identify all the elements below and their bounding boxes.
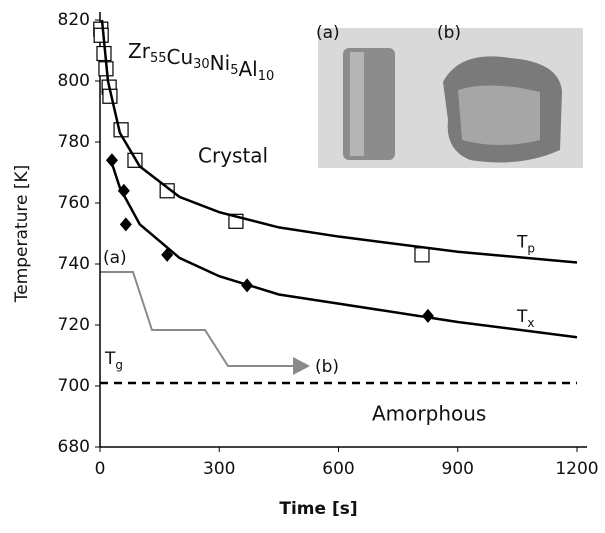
path-arrow [100, 272, 295, 366]
y-tick-label: 780 [58, 132, 90, 152]
element: Zr [128, 39, 151, 63]
chart: 680 700 720 740 760 780 800 820 0 300 600 900 1200 Ti… [0, 0, 605, 533]
curve-label-main: T [516, 307, 528, 327]
element-subscript: 55 [150, 51, 167, 66]
curve-label-sub: p [527, 241, 535, 255]
fit-curve [110, 157, 577, 337]
tx-point [120, 217, 132, 231]
element: Al [238, 57, 257, 81]
path-label: (a) [103, 248, 127, 268]
x-axis-label: Time [s] [279, 499, 357, 519]
y-tick-label: 820 [58, 10, 90, 30]
inset-label: (b) [437, 23, 461, 43]
region-label: Amorphous [372, 402, 486, 426]
y-tick-label: 720 [58, 315, 90, 335]
curve-label: Tx [516, 307, 535, 330]
tg-label-sub: g [115, 357, 123, 371]
element-subscript: 5 [230, 63, 238, 78]
y-axis-label: Temperature [K] [12, 165, 32, 304]
curve-label: Tp [516, 232, 535, 255]
curve-label-sub: x [527, 316, 534, 330]
x-tick-label: 300 [203, 459, 235, 479]
composition: Zr55Cu30Ni5Al10 [128, 39, 274, 84]
path-label: (b) [315, 357, 339, 377]
inset-photo [318, 28, 583, 168]
y-tick-label: 760 [58, 193, 90, 213]
curve-label-main: T [516, 232, 528, 252]
tp-point [415, 248, 429, 262]
tg-label: Tg [104, 349, 123, 372]
tg-label-main: T [104, 349, 116, 369]
inset-label: (a) [316, 23, 340, 43]
element-subscript: 10 [258, 69, 275, 84]
element: Ni [210, 51, 231, 75]
page: {"chart_data":{"type":"scatter", "xlabel… [0, 0, 605, 533]
x-tick-label: 900 [442, 459, 474, 479]
y-tick-label: 700 [58, 376, 90, 396]
element-subscript: 30 [193, 57, 210, 72]
region-label: Crystal [198, 144, 268, 168]
y-tick-label: 800 [58, 71, 90, 91]
element: Cu [166, 45, 193, 69]
x-tick-label: 1200 [555, 459, 598, 479]
sample-b-highlight [458, 85, 540, 145]
y-tick-label: 680 [58, 437, 90, 457]
y-tick-label: 740 [58, 254, 90, 274]
tp-point [94, 28, 108, 42]
x-tick-label: 600 [322, 459, 354, 479]
arrowhead [293, 357, 310, 375]
sample-a-highlight [350, 52, 364, 156]
x-tick-label: 0 [95, 459, 106, 479]
